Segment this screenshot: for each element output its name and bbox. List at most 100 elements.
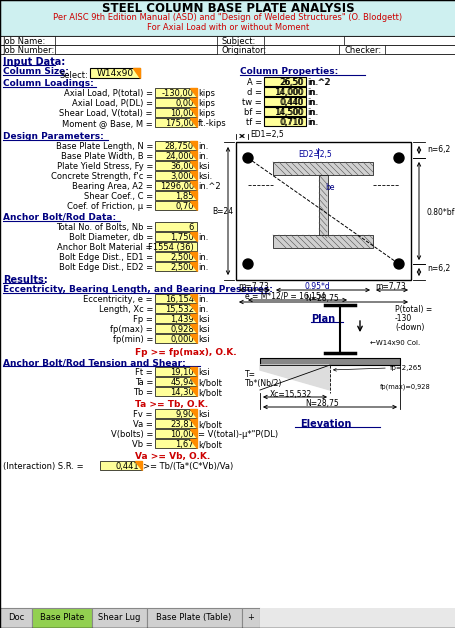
Text: Ta =: Ta = bbox=[134, 378, 153, 387]
Bar bbox=[155, 429, 197, 438]
Text: 0,000: 0,000 bbox=[170, 335, 193, 344]
Bar bbox=[318, 175, 327, 235]
Polygon shape bbox=[190, 108, 197, 117]
Text: 10,00: 10,00 bbox=[170, 430, 193, 439]
Bar bbox=[155, 294, 197, 303]
Polygon shape bbox=[135, 461, 142, 470]
Text: in.: in. bbox=[307, 108, 318, 117]
Bar bbox=[155, 242, 197, 251]
Polygon shape bbox=[190, 98, 197, 107]
Text: Subject:: Subject: bbox=[222, 37, 256, 46]
Bar bbox=[155, 439, 197, 448]
Text: A =: A = bbox=[246, 78, 262, 87]
Text: Anchor Bolt Material =: Anchor Bolt Material = bbox=[57, 243, 153, 252]
Bar bbox=[259, 358, 399, 365]
Bar bbox=[0, 36, 455, 45]
Text: ED2=2,5: ED2=2,5 bbox=[298, 150, 331, 159]
Text: tw =: tw = bbox=[242, 98, 262, 107]
Text: bf =: bf = bbox=[243, 108, 262, 117]
Bar bbox=[263, 107, 305, 116]
Text: ksi.: ksi. bbox=[197, 172, 212, 181]
Bar bbox=[155, 222, 197, 231]
Text: in.: in. bbox=[197, 142, 208, 151]
Polygon shape bbox=[190, 252, 197, 261]
Text: 14,500: 14,500 bbox=[273, 108, 302, 117]
Text: in.: in. bbox=[306, 98, 317, 107]
Text: in.: in. bbox=[197, 305, 208, 314]
Text: Tb =: Tb = bbox=[133, 388, 153, 397]
Text: 175,00: 175,00 bbox=[165, 119, 193, 128]
Text: Column Loadings:: Column Loadings: bbox=[3, 79, 94, 88]
Text: fp=2,265: fp=2,265 bbox=[389, 365, 422, 371]
Text: k/bolt: k/bolt bbox=[197, 420, 222, 429]
Bar bbox=[155, 252, 197, 261]
Text: 28,750: 28,750 bbox=[165, 142, 193, 151]
Text: in.: in. bbox=[197, 253, 208, 262]
Text: V(bolts) =: V(bolts) = bbox=[111, 430, 153, 439]
Bar bbox=[0, 0, 455, 36]
Text: Fp >= fp(max), O.K.: Fp >= fp(max), O.K. bbox=[135, 348, 236, 357]
Bar bbox=[155, 419, 197, 428]
Text: N=28,75: N=28,75 bbox=[304, 399, 338, 408]
Text: be: be bbox=[324, 183, 334, 192]
Text: Input Data:: Input Data: bbox=[3, 57, 65, 67]
Text: Shear Coef., C =: Shear Coef., C = bbox=[84, 192, 153, 201]
Text: 0,710: 0,710 bbox=[278, 118, 302, 127]
Bar bbox=[155, 118, 197, 127]
Polygon shape bbox=[190, 367, 197, 376]
Text: Plan: Plan bbox=[310, 314, 334, 324]
Text: Fp =: Fp = bbox=[133, 315, 153, 324]
Text: 2,500: 2,500 bbox=[170, 263, 193, 272]
Bar bbox=[155, 141, 197, 150]
Text: 14,30: 14,30 bbox=[170, 388, 193, 397]
Text: 14,000: 14,000 bbox=[274, 88, 303, 97]
Text: Base Plate Width, B =: Base Plate Width, B = bbox=[61, 152, 153, 161]
Bar bbox=[155, 161, 197, 170]
Bar bbox=[155, 409, 197, 418]
Bar bbox=[384, 45, 454, 54]
Polygon shape bbox=[190, 181, 197, 190]
Bar bbox=[55, 45, 217, 54]
Polygon shape bbox=[190, 262, 197, 271]
Text: Tb*(Nb/2): Tb*(Nb/2) bbox=[244, 379, 282, 388]
Bar bbox=[155, 88, 197, 97]
Text: Vb =: Vb = bbox=[132, 440, 153, 449]
Text: Anchor Bolt/Rod Tension and Shear:: Anchor Bolt/Rod Tension and Shear: bbox=[3, 358, 185, 367]
Bar bbox=[236, 142, 410, 280]
Text: fp(max)=0,928: fp(max)=0,928 bbox=[379, 383, 430, 389]
Text: ksi: ksi bbox=[197, 162, 209, 171]
Bar bbox=[100, 461, 142, 470]
Polygon shape bbox=[190, 118, 197, 127]
Polygon shape bbox=[190, 294, 197, 303]
Bar bbox=[32, 608, 92, 628]
Bar bbox=[155, 98, 197, 107]
Text: Fv =: Fv = bbox=[133, 410, 153, 419]
Text: Ft =: Ft = bbox=[135, 368, 153, 377]
Text: 0,441: 0,441 bbox=[115, 462, 139, 471]
Text: 16,154: 16,154 bbox=[165, 295, 193, 304]
Text: kips: kips bbox=[197, 89, 214, 98]
Text: 6: 6 bbox=[188, 223, 193, 232]
Bar bbox=[263, 117, 305, 126]
Polygon shape bbox=[190, 161, 197, 170]
Text: ksi: ksi bbox=[197, 335, 209, 344]
Text: Concrete Strength, f'c =: Concrete Strength, f'c = bbox=[51, 172, 153, 181]
Text: Anchor Bolt/Rod Data:: Anchor Bolt/Rod Data: bbox=[3, 213, 116, 222]
Text: P(total) =: P(total) = bbox=[394, 305, 431, 314]
Text: -130: -130 bbox=[394, 314, 411, 323]
Text: Plate Yield Stress, Fy =: Plate Yield Stress, Fy = bbox=[56, 162, 153, 171]
Text: Coef. of Friction, μ =: Coef. of Friction, μ = bbox=[67, 202, 153, 211]
Text: 0.95*d: 0.95*d bbox=[304, 282, 330, 291]
Text: fp(min) =: fp(min) = bbox=[112, 335, 153, 344]
Bar bbox=[0, 608, 32, 628]
Polygon shape bbox=[190, 429, 197, 438]
Bar bbox=[155, 181, 197, 190]
Text: ksi: ksi bbox=[197, 368, 209, 377]
Text: ED1=2,5: ED1=2,5 bbox=[249, 130, 283, 139]
Text: ksi: ksi bbox=[197, 410, 209, 419]
Text: Ta >= Tb, O.K.: Ta >= Tb, O.K. bbox=[135, 400, 207, 409]
Text: 14,000: 14,000 bbox=[273, 88, 302, 97]
Text: Select:: Select: bbox=[59, 71, 88, 80]
Text: -130,00: -130,00 bbox=[162, 89, 193, 98]
Text: For Axial Load with or without Moment: For Axial Load with or without Moment bbox=[147, 23, 308, 32]
